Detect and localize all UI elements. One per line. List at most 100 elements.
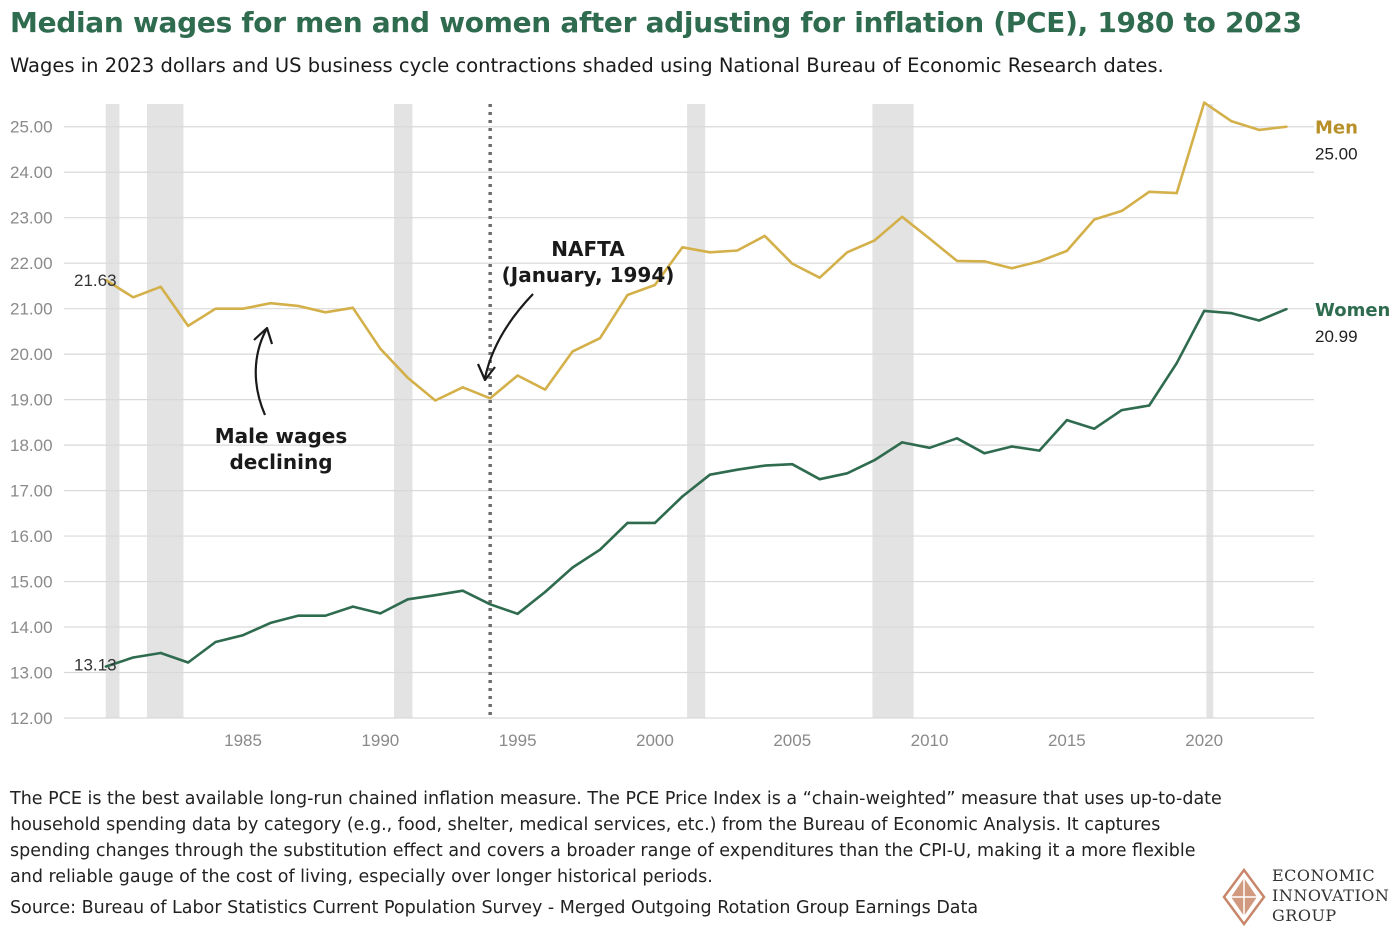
data-point-men [241,307,245,310]
y-tick-label: 17.00 [10,482,53,501]
data-point-women [818,478,821,481]
data-point-men [351,306,355,309]
data-point-men [488,397,492,400]
recession-band [394,104,413,718]
data-point-men [461,386,464,389]
data-point-men [1257,128,1261,132]
data-point-women [845,472,849,475]
data-point-women [708,473,712,476]
data-point-women [598,548,602,551]
recession-band [1206,104,1214,718]
logo-line-2: INNOVATION [1272,886,1390,905]
logo-line-3: GROUP [1272,906,1337,925]
data-point-women [955,437,959,440]
data-point-men [818,276,821,279]
y-tick-label: 14.00 [10,618,53,637]
data-point-women [763,464,766,467]
data-point-women [983,452,986,455]
data-point-women [1093,427,1096,430]
data-point-women [736,468,739,471]
men-end-value: 25.00 [1315,145,1358,164]
data-point-men [159,285,162,289]
data-point-men [269,302,272,305]
data-point-men [1120,209,1123,213]
data-point-men [1065,249,1069,253]
data-point-women [379,612,382,615]
data-point-women [241,634,245,637]
data-point-men [1010,266,1014,270]
data-point-men [406,376,409,379]
y-tick-label: 22.00 [10,254,53,273]
data-point-men [1230,120,1233,123]
data-point-men [379,347,382,350]
data-point-women [434,594,437,597]
recession-band [146,104,184,718]
male-arrow-shaft [254,329,267,416]
data-point-women [873,458,876,462]
data-point-women [461,589,464,592]
data-point-men [1093,218,1096,221]
series-line-men [105,101,1287,402]
women-start-label: 13.13 [74,656,117,675]
data-point-women [681,495,684,498]
x-tick-label: 2005 [773,731,811,750]
women-end-series-name: Women [1315,300,1390,321]
male-arrowhead [253,326,274,345]
source-line: Source: Bureau of Labor Statistics Curre… [10,898,979,918]
logo-line-1: ECONOMIC [1272,866,1376,885]
data-point-women [488,603,492,606]
data-point-women [1065,418,1069,422]
series-line-women [105,307,1287,668]
methodology-note: The PCE is the best available long-run c… [10,789,1222,887]
data-point-women [131,656,135,659]
y-tick-label: 18.00 [10,436,53,455]
data-point-women [626,521,629,525]
x-tick-label: 2015 [1048,731,1086,750]
x-tick-label: 1990 [361,731,399,750]
data-point-men [324,311,327,314]
data-point-women [543,590,547,594]
recession-band [105,104,120,718]
data-point-women [928,446,931,450]
data-point-men [1202,101,1206,104]
y-tick-label: 13.00 [10,664,53,683]
men-end-series-name: Men [1315,118,1358,139]
nafta-arrowhead [476,363,496,382]
data-point-men [296,304,300,308]
nafta-arrow-shaft [483,293,534,379]
data-point-men [543,388,547,391]
data-point-men [736,249,739,252]
data-point-women [1285,307,1288,311]
data-point-men [186,324,190,328]
data-point-women [324,614,327,617]
men-start-label: 21.63 [74,271,117,290]
logo-wordmark: ECONOMIC INNOVATION GROUP [1272,866,1389,926]
male-annotation-line1: Male wages [215,424,348,448]
data-point-women [1120,408,1123,412]
chart-subtitle: Wages in 2023 dollars and US business cy… [10,54,1164,77]
data-point-women [1148,404,1151,407]
data-point-women [653,521,657,525]
data-point-men [955,259,959,263]
x-tick-label: 2000 [636,731,674,750]
data-point-men [763,234,766,238]
y-tick-label: 25.00 [10,118,53,137]
data-point-men [1148,190,1151,193]
data-point-men [104,278,107,282]
data-point-men [681,246,684,249]
data-point-men [626,293,629,297]
y-tick-label: 19.00 [10,391,53,410]
data-point-women [1010,445,1014,448]
data-point-men [1175,191,1178,195]
data-point-men [1038,260,1041,263]
y-tick-label: 24.00 [10,163,53,182]
data-point-women [296,614,300,617]
data-point-women [214,640,217,644]
y-tick-label: 16.00 [10,527,53,546]
data-point-women [1038,449,1041,452]
data-point-women [571,566,574,569]
data-point-men [516,374,519,377]
data-point-women [351,605,355,608]
data-point-women [900,441,904,444]
data-point-women [186,661,190,664]
